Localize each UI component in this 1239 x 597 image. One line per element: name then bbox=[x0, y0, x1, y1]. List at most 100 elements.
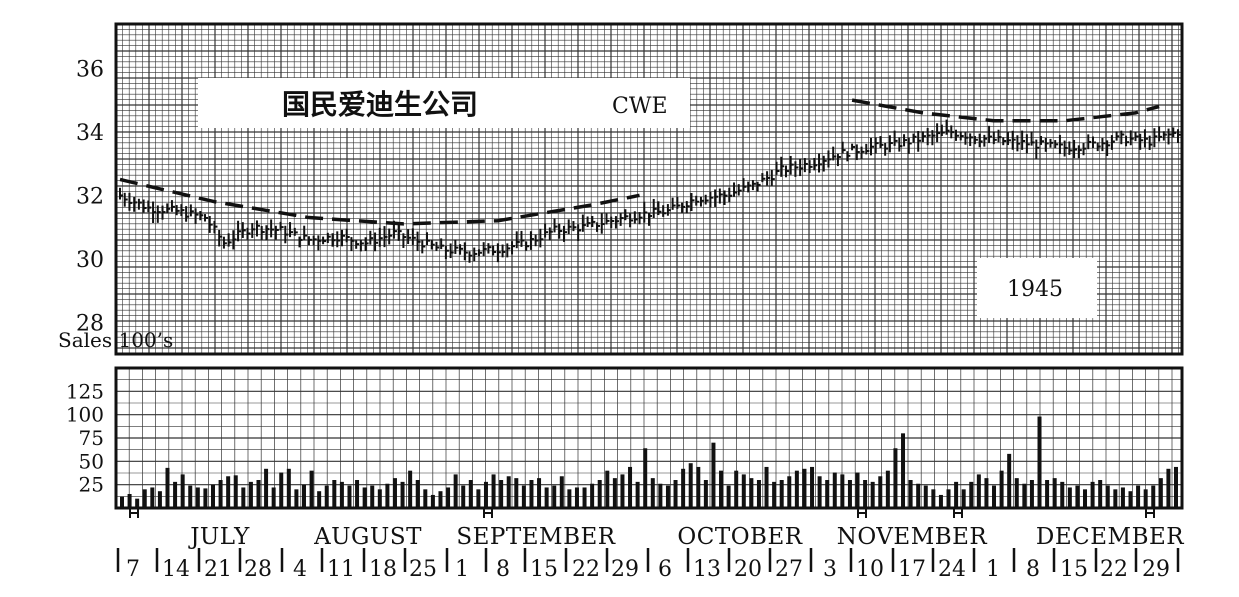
day-label: 21 bbox=[204, 557, 232, 582]
volume-bar bbox=[673, 480, 678, 508]
year-label: 1945 bbox=[1007, 277, 1063, 302]
volume-bar bbox=[1083, 489, 1088, 508]
volume-bar bbox=[1075, 485, 1080, 508]
volume-panel-frame bbox=[114, 366, 1184, 510]
volume-bar bbox=[741, 474, 746, 508]
volume-bar bbox=[120, 496, 124, 508]
volume-bar bbox=[901, 433, 906, 508]
volume-bar bbox=[1113, 489, 1118, 508]
volume-bar bbox=[582, 487, 587, 508]
volume-bar bbox=[377, 489, 382, 508]
volume-bar bbox=[597, 480, 602, 508]
volume-y-tick-label: 100 bbox=[66, 403, 104, 427]
volume-bar bbox=[271, 487, 276, 508]
week-ticks bbox=[116, 548, 1180, 572]
volume-bar bbox=[559, 476, 564, 508]
volume-bar bbox=[847, 480, 852, 508]
volume-bar bbox=[408, 470, 413, 508]
volume-bar bbox=[544, 487, 549, 508]
volume-bar bbox=[173, 481, 178, 508]
volume-bar bbox=[923, 485, 928, 508]
day-labels: 7 14 21 28 4 11 18 25 1 8 15 22 29 6 13 20 27 3 10 17 24 1 8 15… bbox=[126, 557, 1170, 582]
volume-bar bbox=[764, 466, 769, 508]
price-bars bbox=[119, 119, 1181, 263]
volume-bar bbox=[1158, 478, 1163, 508]
volume-bar bbox=[438, 491, 443, 508]
month-label: NOVEMBER bbox=[837, 524, 988, 550]
month-label: OCTOBER bbox=[677, 524, 802, 550]
volume-bar bbox=[279, 472, 284, 508]
volume-bar bbox=[840, 474, 845, 508]
volume-bar bbox=[461, 485, 466, 508]
volume-bar bbox=[483, 481, 488, 508]
month-label: JULY bbox=[188, 524, 250, 550]
volume-bar bbox=[726, 485, 731, 508]
volume-bar bbox=[643, 448, 648, 508]
volume-bar bbox=[1014, 478, 1019, 508]
month-label: AUGUST bbox=[313, 524, 422, 550]
volume-bar bbox=[1052, 478, 1057, 508]
volume-bar bbox=[127, 494, 132, 508]
volume-bar bbox=[772, 481, 777, 508]
volume-bar bbox=[1128, 491, 1133, 508]
volume-panel-grid bbox=[115, 367, 1182, 509]
volume-bar bbox=[210, 484, 215, 508]
day-label: 15 bbox=[530, 557, 558, 582]
volume-bar bbox=[1166, 468, 1171, 508]
volume-bar bbox=[938, 494, 943, 508]
volume-bar bbox=[150, 487, 155, 508]
volume-bar bbox=[711, 442, 716, 508]
trend-line bbox=[119, 177, 640, 226]
volume-bar bbox=[908, 480, 913, 508]
volume-bar bbox=[878, 476, 883, 508]
day-label: 13 bbox=[693, 557, 721, 582]
volume-bar bbox=[324, 485, 329, 508]
volume-bar bbox=[893, 448, 898, 508]
day-label: 20 bbox=[734, 557, 762, 582]
volume-bar bbox=[1060, 481, 1065, 508]
volume-bar bbox=[931, 489, 936, 508]
volume-y-tick-label: 25 bbox=[79, 473, 104, 497]
day-label: 3 bbox=[823, 557, 837, 582]
day-label: 25 bbox=[409, 557, 437, 582]
volume-bar bbox=[665, 485, 670, 508]
volume-axis-label: Sales 100’s bbox=[58, 328, 173, 352]
day-label: 22 bbox=[1100, 557, 1128, 582]
volume-bar bbox=[1143, 489, 1148, 508]
price-y-tick-label: 34 bbox=[76, 121, 104, 146]
volume-bar bbox=[286, 468, 291, 508]
volume-bar bbox=[1174, 466, 1178, 508]
day-label: 8 bbox=[496, 557, 510, 582]
day-label: 29 bbox=[611, 557, 639, 582]
day-label: 14 bbox=[162, 557, 190, 582]
day-label: 27 bbox=[775, 557, 803, 582]
volume-bar bbox=[1105, 485, 1110, 508]
day-label: 1 bbox=[455, 557, 469, 582]
holiday-markers bbox=[129, 508, 1155, 518]
volume-bar bbox=[946, 489, 951, 508]
volume-bar bbox=[719, 470, 724, 508]
volume-bar bbox=[628, 466, 633, 508]
volume-bar bbox=[605, 470, 610, 508]
day-label: 22 bbox=[572, 557, 600, 582]
volume-bar bbox=[1022, 483, 1027, 508]
volume-bar bbox=[590, 483, 595, 508]
volume-bar bbox=[984, 478, 989, 508]
volume-bar bbox=[620, 474, 625, 508]
trend-lines bbox=[119, 98, 1160, 226]
volume-bar bbox=[658, 483, 663, 508]
volume-bar bbox=[317, 491, 322, 508]
volume-bar bbox=[794, 470, 799, 508]
volume-bar bbox=[385, 483, 390, 508]
day-label: 7 bbox=[126, 557, 140, 582]
volume-bar bbox=[855, 472, 860, 508]
volume-y-tick-label: 125 bbox=[66, 379, 104, 403]
volume-bar bbox=[832, 472, 837, 508]
volume-bar bbox=[961, 489, 966, 508]
volume-bar bbox=[1037, 416, 1042, 508]
volume-bar bbox=[756, 480, 761, 508]
volume-bar bbox=[696, 466, 701, 508]
volume-bar bbox=[506, 476, 511, 508]
volume-bar bbox=[392, 478, 397, 508]
volume-bar bbox=[453, 474, 458, 508]
